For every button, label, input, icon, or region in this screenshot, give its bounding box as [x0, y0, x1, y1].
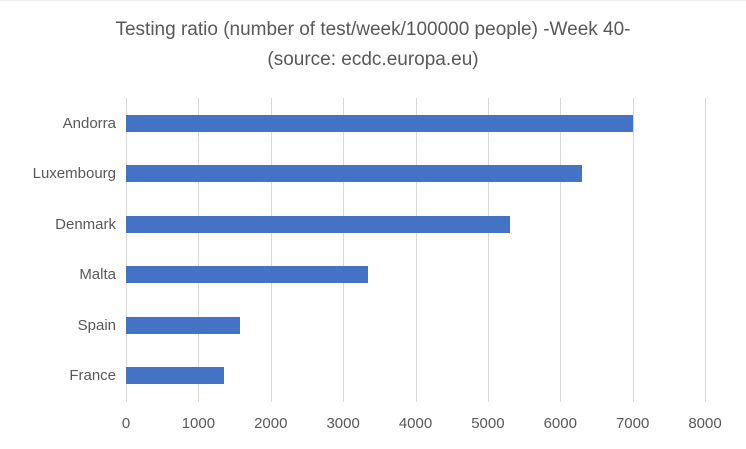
bars: [126, 98, 705, 401]
category-label-denmark: Denmark: [55, 215, 116, 233]
bar-row: [126, 300, 705, 351]
category-label-france: France: [69, 367, 116, 385]
bar-row: [126, 351, 705, 402]
value-axis-tick-label: 2000: [254, 415, 288, 432]
gridline: [632, 98, 634, 402]
value-axis-labels: 0 1000 2000 3000 4000 5000 6000 7000 8000: [122, 414, 722, 434]
value-axis-tick-label: 8000: [688, 415, 722, 432]
bar-row: [126, 199, 705, 250]
category-label-andorra: Andorra: [62, 114, 116, 132]
chart-title: Testing ratio (number of test/week/10000…: [0, 15, 746, 75]
value-axis-tick-label: 0: [121, 415, 131, 432]
category-axis-labels: Andorra Luxembourg Denmark Malta Spain France: [0, 98, 116, 401]
bar-spain: [126, 316, 241, 334]
gridline: [560, 98, 562, 402]
bar-row: [126, 250, 705, 301]
value-axis-tick-label: 4000: [398, 415, 433, 432]
value-axis-line: [126, 98, 127, 402]
value-axis-tick-label: 1000: [181, 415, 216, 432]
category-label-spain: Spain: [77, 316, 116, 334]
bar-denmark: [126, 215, 510, 233]
gridline: [198, 98, 200, 402]
bar-luxembourg: [126, 165, 582, 183]
gridline: [343, 98, 345, 402]
chart-title-line2: (source: ecdc.europa.eu): [267, 49, 479, 70]
bar-row: [126, 149, 705, 200]
gridline: [415, 98, 417, 402]
value-axis-tick-label: 5000: [471, 415, 505, 432]
chart-title-line1: Testing ratio (number of test/week/10000…: [115, 19, 631, 40]
gridline: [705, 98, 706, 402]
gridline: [487, 98, 489, 402]
category-label-luxembourg: Luxembourg: [32, 165, 116, 183]
value-axis-tick-label: 6000: [543, 415, 577, 432]
bar-france: [126, 367, 225, 385]
value-axis-tick-label: 3000: [326, 415, 360, 432]
value-axis-tick-label: 7000: [615, 415, 650, 432]
category-label-malta: Malta: [79, 266, 116, 284]
bar-andorra: [126, 114, 633, 132]
plot-area: [126, 98, 706, 402]
gridline: [270, 98, 272, 402]
bar-malta: [126, 266, 369, 284]
bar-row: [126, 98, 705, 149]
